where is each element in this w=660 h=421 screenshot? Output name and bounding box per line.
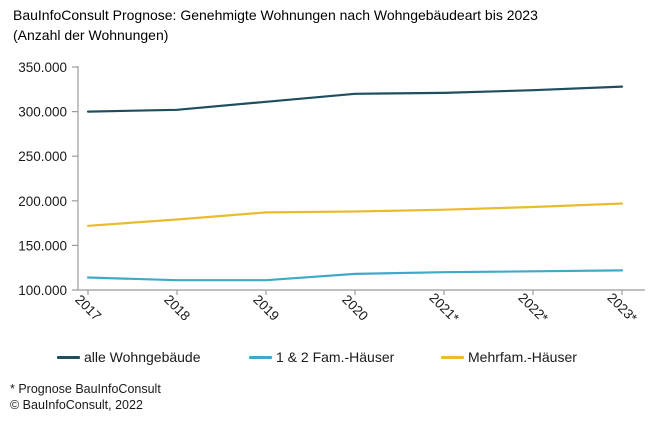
x-tick-label: 2020 xyxy=(339,292,371,324)
x-tick-label: 2017 xyxy=(72,292,104,324)
chart-title-line1: BauInfoConsult Prognose: Genehmigte Wohn… xyxy=(13,7,538,23)
y-tick-label: 150.000 xyxy=(18,238,67,253)
y-tick-label: 250.000 xyxy=(18,149,67,164)
series-line-2 xyxy=(86,202,624,227)
legend-label: Mehrfam.-Häuser xyxy=(468,349,577,365)
legend-swatch-icon xyxy=(249,355,272,359)
legend-item-1: 1 & 2 Fam.-Häuser xyxy=(249,349,394,365)
x-tick-label: 2018 xyxy=(161,292,193,324)
chart-title-line2: (Anzahl der Wohnungen) xyxy=(13,26,169,43)
legend-item-2: Mehrfam.-Häuser xyxy=(441,349,577,365)
x-tick-label: 2023* xyxy=(604,290,640,326)
y-tick-label: 100.000 xyxy=(18,283,67,298)
chart-legend: alle Wohngebäude 1 & 2 Fam.-Häuser Mehrfam… xyxy=(0,349,660,369)
footnote-prognose: * Prognose BauInfoConsult xyxy=(10,382,161,396)
series-line-1 xyxy=(86,269,624,282)
series-line-0 xyxy=(86,85,624,113)
x-tick-label: 2022* xyxy=(515,290,551,326)
x-tick-label: 2021* xyxy=(426,290,462,326)
footnotes: * Prognose BauInfoConsult © BauInfoConsu… xyxy=(10,381,161,414)
x-tick-label: 2019 xyxy=(250,292,282,324)
y-tick-label: 300.000 xyxy=(18,105,67,120)
line-chart: 350.000 300.000 250.000 200.000 150.000 100.0… xyxy=(18,60,645,326)
footnote-copyright: © BauInfoConsult, 2022 xyxy=(10,398,143,413)
legend-label: alle Wohngebäude xyxy=(84,349,201,365)
legend-swatch-icon xyxy=(441,355,464,359)
chart-title: BauInfoConsult Prognose: Genehmigte Wohn… xyxy=(13,6,655,45)
y-tick-label: 200.000 xyxy=(18,194,67,209)
legend-label: 1 & 2 Fam.-Häuser xyxy=(276,349,395,365)
axes xyxy=(77,66,645,291)
legend-swatch-icon xyxy=(57,355,80,359)
legend-item-0: alle Wohngebäude xyxy=(57,349,201,365)
y-tick-label: 350.000 xyxy=(18,60,67,75)
